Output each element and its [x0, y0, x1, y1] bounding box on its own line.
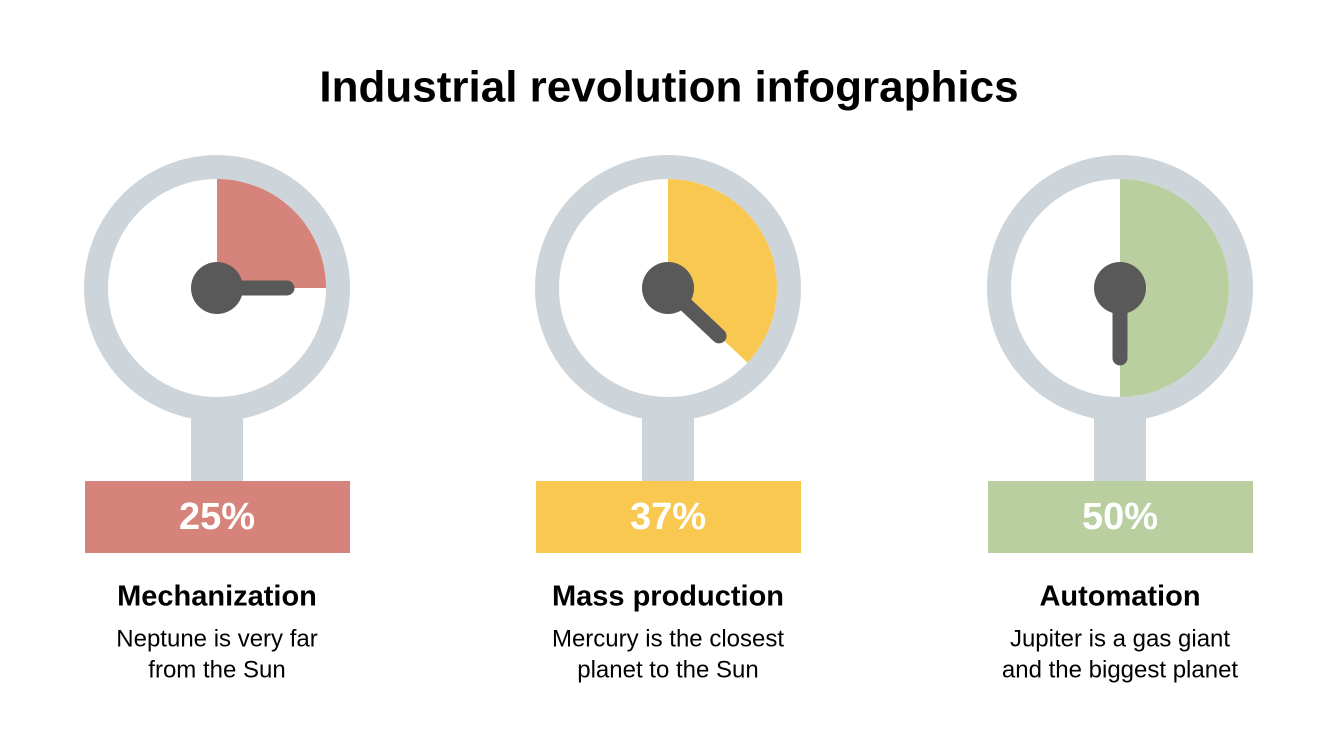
gauge-hub	[191, 262, 243, 314]
gauge-wedge	[668, 179, 777, 363]
item-title: Automation	[1039, 581, 1200, 613]
item-title: Mass production	[552, 581, 784, 613]
gauge-wedge	[1120, 179, 1229, 397]
item-description: Mercury is the closest	[552, 625, 784, 652]
title: Industrial revolution infographics	[319, 63, 1018, 112]
gauge-wedge	[217, 179, 326, 288]
gauge-hub	[642, 262, 694, 314]
item-description: Jupiter is a gas giant	[1010, 625, 1230, 652]
value-label: 50%	[1082, 496, 1158, 538]
item-description: Neptune is very far	[116, 625, 317, 652]
value-box	[85, 481, 350, 553]
value-label: 37%	[630, 496, 706, 538]
item-description: and the biggest planet	[1002, 656, 1239, 683]
value-box	[988, 481, 1253, 553]
value-box	[536, 481, 801, 553]
item-description: planet to the Sun	[577, 656, 758, 683]
value-label: 25%	[179, 496, 255, 538]
item-description: from the Sun	[148, 656, 285, 683]
item-title: Mechanization	[117, 581, 317, 613]
gauge-hub	[1094, 262, 1146, 314]
